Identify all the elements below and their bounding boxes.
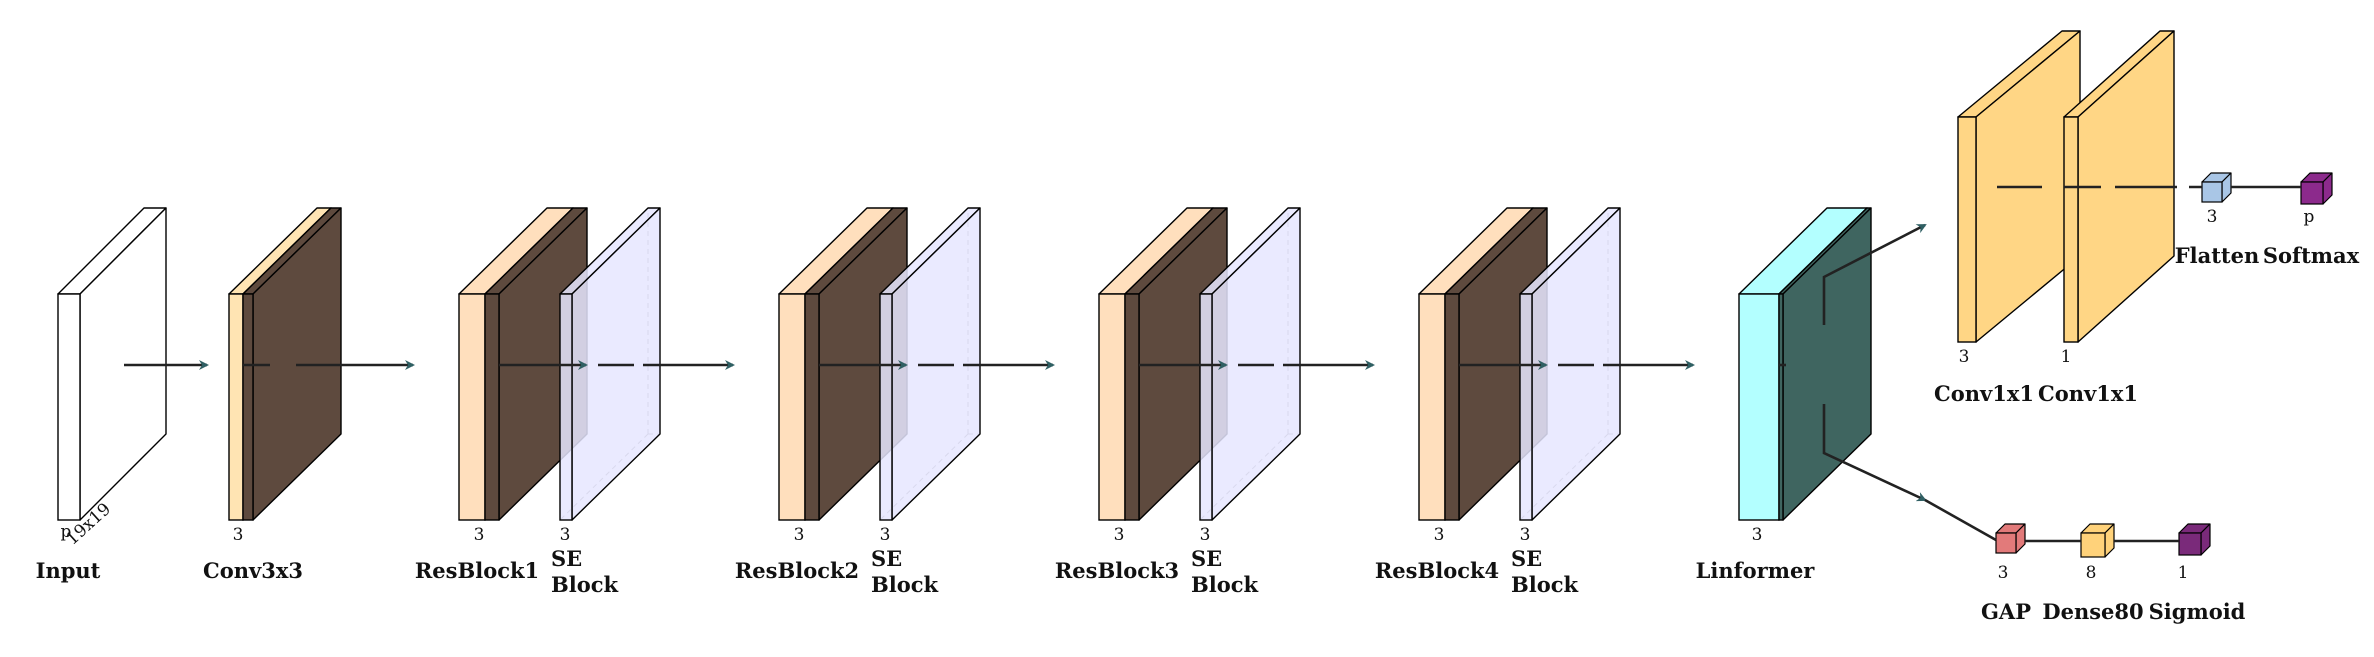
se4-label-2: Block <box>1511 572 1579 597</box>
conn-linformer-up <box>1822 223 1927 325</box>
resblock2-dim: 3 <box>794 525 805 545</box>
front-face <box>2201 181 2223 203</box>
se1-label-2: Block <box>551 572 619 597</box>
conv1x1-b-layer <box>2063 30 2175 343</box>
flatten-dim: 3 <box>2207 207 2218 227</box>
conv3x3-label: Conv3x3 <box>203 558 303 583</box>
input-dim-channels: p <box>61 522 72 542</box>
linformer-dim: 3 <box>1752 525 1763 545</box>
dense80-cube <box>2080 523 2115 558</box>
dense80-dim: 8 <box>2086 563 2097 583</box>
se3-dim: 3 <box>1200 525 1211 545</box>
front-face <box>1199 293 1213 521</box>
se3-label: SE <box>1191 546 1222 571</box>
se2-label: SE <box>871 546 902 571</box>
resblock3-label: ResBlock3 <box>1055 558 1179 583</box>
softmax-dim: p <box>2304 207 2315 227</box>
sigmoid-dim: 1 <box>2178 563 2189 583</box>
gap-cube <box>1995 523 2026 554</box>
se2-label-2: Block <box>871 572 939 597</box>
front-face <box>2300 181 2324 205</box>
sigmoid-label: Sigmoid <box>2149 599 2246 624</box>
conv1x1-a-label: Conv1x1 <box>1934 381 2034 406</box>
input-label: Input <box>36 558 101 583</box>
se4-label: SE <box>1511 546 1542 571</box>
front-face <box>1444 293 1460 521</box>
resblock4-dim: 3 <box>1434 525 1445 545</box>
se3-label-2: Block <box>1191 572 1259 597</box>
front-face <box>1738 293 1780 521</box>
front-face <box>2063 116 2079 343</box>
flatten-label: Flatten <box>2175 243 2260 268</box>
se2-dim: 3 <box>880 525 891 545</box>
front-face <box>242 293 254 521</box>
conv1x1-a-dim: 3 <box>1959 347 1970 367</box>
resblock4-label: ResBlock4 <box>1375 558 1499 583</box>
softmax-cube <box>2300 172 2333 205</box>
front-face <box>559 293 573 521</box>
front-face <box>879 293 893 521</box>
resblock1-dim: 3 <box>474 525 485 545</box>
front-face <box>778 293 806 521</box>
front-face <box>1124 293 1140 521</box>
gap-dim: 3 <box>1998 563 2009 583</box>
front-face <box>484 293 500 521</box>
se-block-4 <box>1519 207 1621 521</box>
front-face <box>1519 293 1533 521</box>
resblock2-label: ResBlock2 <box>735 558 859 583</box>
input-layer <box>57 207 167 521</box>
resblock1-label: ResBlock1 <box>415 558 539 583</box>
conv3x3-dim: 3 <box>233 525 244 545</box>
dense80-label: Dense80 <box>2042 599 2143 624</box>
se1-label: SE <box>551 546 582 571</box>
front-face <box>228 293 244 521</box>
front-face <box>1418 293 1446 521</box>
conv1x1-b-label: Conv1x1 <box>2038 381 2138 406</box>
conn-linformer-down <box>1822 404 1927 502</box>
conn-gap-tail <box>1924 498 1997 542</box>
front-face <box>57 293 81 521</box>
softmax-label: Softmax <box>2263 243 2360 268</box>
front-face <box>1098 293 1126 521</box>
front-face <box>2080 532 2106 558</box>
linformer-layer <box>1738 207 1872 521</box>
sigmoid-cube <box>2178 523 2211 556</box>
resblock3-dim: 3 <box>1114 525 1125 545</box>
front-face <box>2178 532 2202 556</box>
front-face <box>458 293 486 521</box>
front-face <box>1778 293 1784 521</box>
gap-label: GAP <box>1981 599 2031 624</box>
conv1x1-b-dim: 1 <box>2061 347 2072 367</box>
front-face <box>804 293 820 521</box>
flatten-cube <box>2201 172 2232 203</box>
linformer-dark-block <box>1778 207 1872 521</box>
front-face <box>1995 532 2017 554</box>
front-face <box>1957 116 1977 343</box>
se1-dim: 3 <box>560 525 571 545</box>
se4-dim: 3 <box>1520 525 1531 545</box>
linformer-label: Linformer <box>1696 558 1816 583</box>
